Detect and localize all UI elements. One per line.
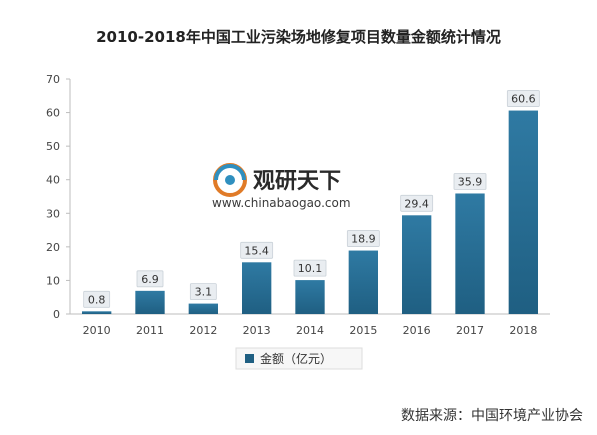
chinabaogao-logo-icon (213, 163, 247, 197)
data-label-box (240, 241, 274, 259)
data-label-box (346, 230, 380, 247)
data-label: 18.9 (351, 233, 376, 246)
x-tick-label: 2015 (349, 324, 377, 337)
data-label: 10.1 (298, 262, 323, 275)
y-tick-label: 10 (46, 274, 60, 287)
x-tick-label: 2014 (296, 324, 324, 337)
bar (455, 193, 485, 314)
y-tick-label: 20 (46, 241, 60, 254)
x-tick-label: 2017 (456, 324, 484, 337)
bar (402, 215, 432, 314)
x-tick-label: 2012 (189, 324, 217, 337)
legend-swatch (245, 354, 254, 363)
bar (348, 250, 378, 314)
data-label: 6.9 (141, 273, 159, 286)
legend-label: 金额（亿元） (260, 351, 332, 366)
x-tick-label: 2016 (403, 324, 431, 337)
source-note: 数据来源：中国环境产业协会 (401, 408, 583, 424)
data-label-box (83, 290, 111, 308)
data-label-box (506, 90, 540, 107)
y-tick-label: 50 (46, 140, 60, 153)
data-label-box (293, 259, 327, 277)
bar (295, 280, 325, 314)
data-label: 0.8 (88, 293, 106, 306)
x-tick-label: 2013 (243, 324, 271, 337)
data-label: 29.4 (404, 197, 429, 210)
x-tick-label: 2018 (509, 324, 537, 337)
bar (188, 303, 218, 314)
data-label: 3.1 (195, 286, 213, 299)
bar (135, 290, 165, 314)
y-tick-label: 0 (53, 308, 60, 321)
watermark-url: www.chinabaogao.com (212, 196, 351, 210)
data-label-box (136, 270, 164, 288)
data-label: 60.6 (511, 93, 536, 106)
bars: 0.8 6.9 3.1 15.4 10.1 18.9 29.4 35.9 60.6 (82, 90, 540, 314)
data-label-box (400, 194, 434, 212)
bar (508, 110, 538, 314)
watermark-brand: 观研天下 (253, 169, 341, 194)
legend-frame (235, 347, 363, 370)
y-tick-label: 40 (46, 174, 60, 187)
bar (242, 262, 272, 314)
data-label: 35.9 (458, 175, 483, 188)
legend: 金额（亿元） (235, 347, 363, 370)
y-tick-label: 30 (46, 207, 60, 220)
bar-chart: 0 10 20 30 40 50 60 70 2010 2011 2012 2013 2014 2015… (46, 73, 550, 370)
data-label-box (453, 173, 487, 190)
y-tick-label: 70 (46, 73, 60, 86)
x-tick-label: 2010 (83, 324, 111, 337)
bar (82, 311, 112, 314)
x-axis: 2010 2011 2012 2013 2014 2015 2016 2017 2018 (70, 313, 550, 337)
y-axis: 0 10 20 30 40 50 60 70 (46, 73, 71, 321)
y-tick-label: 60 (46, 107, 60, 120)
data-label-box (189, 283, 217, 300)
chart-title: 2010-2018年中国工业污染场地修复项目数量金额统计情况 (96, 28, 501, 46)
x-tick-label: 2011 (136, 324, 164, 337)
watermark: 观研天下 www.chinabaogao.com (212, 163, 351, 210)
data-label: 15.4 (244, 244, 269, 257)
